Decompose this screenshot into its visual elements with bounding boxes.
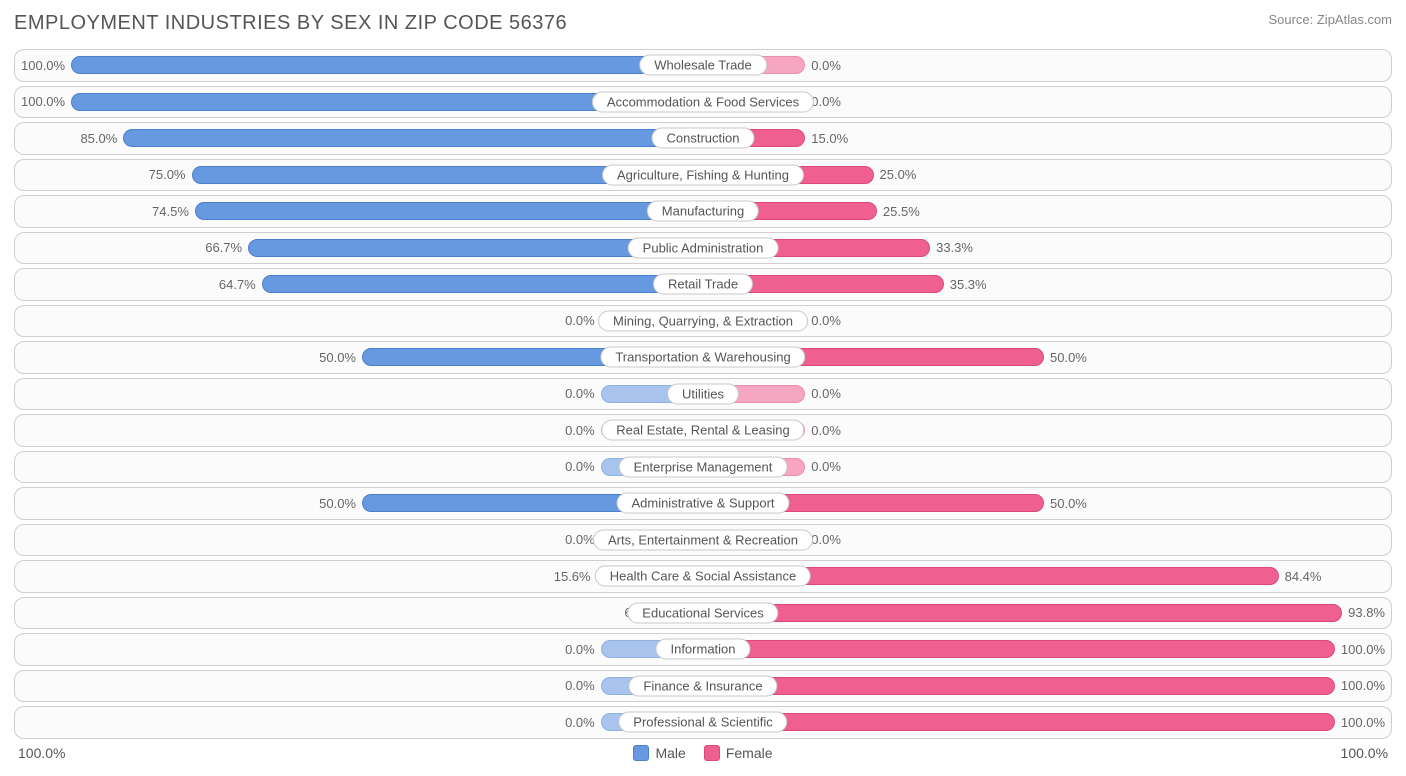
male-value: 0.0% [565,386,595,401]
female-bar [703,604,1342,622]
male-value: 85.0% [80,131,117,146]
chart-row: 0.0% 0.0% Enterprise Management [14,451,1392,484]
female-value: 100.0% [1341,715,1385,730]
female-value: 25.0% [880,167,917,182]
legend-male-label: Male [655,745,685,761]
female-value: 50.0% [1050,350,1087,365]
chart-row: 0.0% 100.0% Professional & Scientific [14,706,1392,739]
industry-label: Administrative & Support [616,493,789,514]
male-value: 0.0% [565,532,595,547]
male-value: 0.0% [565,678,595,693]
male-bar [71,56,703,74]
axis-label-left: 100.0% [18,745,65,761]
female-bar [703,640,1335,658]
industry-label: Retail Trade [653,274,753,295]
female-value: 84.4% [1285,569,1322,584]
chart-title: EMPLOYMENT INDUSTRIES BY SEX IN ZIP CODE… [14,12,567,35]
chart-row: 64.7% 35.3% Retail Trade [14,268,1392,301]
male-bar [123,129,703,147]
industry-label: Accommodation & Food Services [592,91,814,112]
male-value: 50.0% [319,496,356,511]
female-value: 100.0% [1341,678,1385,693]
industry-label: Mining, Quarrying, & Extraction [598,310,808,331]
industry-label: Health Care & Social Assistance [595,566,811,587]
legend-female: Female [704,745,773,761]
male-value: 0.0% [565,642,595,657]
female-bar [703,713,1335,731]
chart-header: EMPLOYMENT INDUSTRIES BY SEX IN ZIP CODE… [14,12,1392,35]
male-value: 100.0% [21,94,65,109]
male-bar [262,275,703,293]
chart-row: 100.0% 0.0% Wholesale Trade [14,49,1392,82]
industry-label: Arts, Entertainment & Recreation [593,529,813,550]
male-value: 75.0% [149,167,186,182]
industry-label: Manufacturing [647,201,759,222]
chart-row: 75.0% 25.0% Agriculture, Fishing & Hunting [14,159,1392,192]
chart-row: 100.0% 0.0%Accommodation & Food Services [14,86,1392,119]
female-value: 35.3% [950,277,987,292]
industry-label: Enterprise Management [619,456,788,477]
female-value: 0.0% [811,313,841,328]
chart-row: 50.0% 50.0% Transportation & Warehousing [14,341,1392,374]
industry-label: Utilities [667,383,739,404]
male-value: 74.5% [152,204,189,219]
industry-label: Information [655,639,750,660]
legend-male: Male [633,745,685,761]
male-bar [195,202,703,220]
female-value: 0.0% [811,94,841,109]
chart-row: 0.0% 0.0% Utilities [14,378,1392,411]
male-swatch-icon [633,745,649,761]
chart-row: 85.0% 15.0% Construction [14,122,1392,155]
female-swatch-icon [704,745,720,761]
female-value: 50.0% [1050,496,1087,511]
industry-label: Construction [652,128,755,149]
male-value: 0.0% [565,313,595,328]
chart-row: 0.0% 100.0% Finance & Insurance [14,670,1392,703]
male-value: 0.0% [565,459,595,474]
diverging-bar-chart: 100.0%0.0%Wholesale Trade100.0%0.0%Accom… [14,49,1392,739]
legend-female-label: Female [726,745,773,761]
industry-label: Real Estate, Rental & Leasing [601,420,804,441]
industry-label: Transportation & Warehousing [600,347,805,368]
chart-row: 0.0% 100.0% Information [14,633,1392,666]
female-value: 33.3% [936,240,973,255]
legend: Male Female [633,745,772,761]
female-value: 0.0% [811,532,841,547]
female-value: 25.5% [883,204,920,219]
axis-label-right: 100.0% [1341,745,1388,761]
female-value: 0.0% [811,58,841,73]
chart-footer: 100.0% Male Female 100.0% [14,745,1392,761]
male-value: 66.7% [205,240,242,255]
female-value: 15.0% [811,131,848,146]
male-value: 100.0% [21,58,65,73]
chart-row: 0.0% 0.0%Mining, Quarrying, & Extraction [14,305,1392,338]
male-value: 50.0% [319,350,356,365]
male-value: 15.6% [554,569,591,584]
female-value: 100.0% [1341,642,1385,657]
chart-row: 66.7% 33.3% Public Administration [14,232,1392,265]
industry-label: Finance & Insurance [628,675,777,696]
chart-row: 15.6% 84.4% Health Care & Social Assistanc… [14,560,1392,593]
industry-label: Agriculture, Fishing & Hunting [602,164,804,185]
industry-label: Public Administration [628,237,779,258]
industry-label: Professional & Scientific [618,712,787,733]
chart-source: Source: ZipAtlas.com [1268,12,1392,27]
female-value: 93.8% [1348,605,1385,620]
male-value: 0.0% [565,715,595,730]
male-value: 0.0% [565,423,595,438]
female-value: 0.0% [811,459,841,474]
chart-row: 74.5% 25.5% Manufacturing [14,195,1392,228]
female-value: 0.0% [811,386,841,401]
industry-label: Wholesale Trade [639,55,767,76]
industry-label: Educational Services [627,602,778,623]
male-value: 64.7% [219,277,256,292]
female-bar [703,677,1335,695]
chart-row: 6.3%93.8%Educational Services [14,597,1392,630]
chart-row: 0.0% 0.0% Real Estate, Rental & Leasing [14,414,1392,447]
chart-row: 50.0% 50.0% Administrative & Support [14,487,1392,520]
chart-row: 0.0% 0.0%Arts, Entertainment & Recreation [14,524,1392,557]
female-value: 0.0% [811,423,841,438]
